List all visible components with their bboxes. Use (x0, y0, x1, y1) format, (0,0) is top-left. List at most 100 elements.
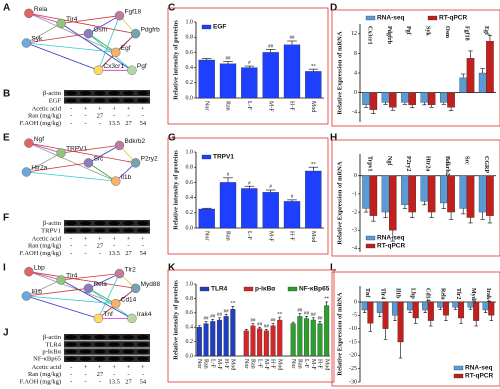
y-tick-label: 1.0 (186, 281, 194, 287)
panel-letter: J (3, 328, 9, 339)
network-node (111, 47, 121, 58)
x-tick-label: P2ry2 (405, 156, 411, 171)
network-node (83, 283, 94, 294)
y-tick-label: -4 (352, 110, 357, 116)
blot-signal (137, 349, 149, 354)
node-label: Ngf (34, 136, 44, 143)
network-edge (28, 142, 116, 182)
x-tick-label: Trpv1 (366, 156, 372, 172)
blot-band (64, 334, 150, 341)
x-tick-label: H-F (223, 359, 229, 369)
panel-letter: D (330, 3, 337, 14)
node-label: TRPV1 (66, 146, 87, 153)
network-node (21, 291, 32, 301)
treatment-value: + (84, 364, 88, 371)
x-tick-label: Mod (310, 101, 316, 112)
treatment-label: Ran (mg/kg) (28, 243, 61, 250)
bar (219, 63, 237, 99)
y-tick-label: 0 (354, 90, 357, 96)
treatment-value: + (112, 105, 116, 112)
y-tick-label: 0.2 (186, 210, 194, 216)
network-edge (88, 33, 116, 53)
x-tick-label: M-F (216, 359, 222, 370)
network-node (130, 283, 141, 294)
x-tick-label: L-F (246, 231, 252, 241)
treatment-value: - (70, 105, 72, 112)
treatment-value: - (84, 378, 86, 385)
blot-signal (108, 91, 120, 96)
bar (203, 323, 209, 357)
x-tick-label: Mod (323, 359, 329, 370)
y-tick-label: -3 (352, 228, 357, 234)
legend-label: NF-κBp65 (299, 286, 330, 293)
significance-mark: ** (311, 64, 317, 69)
bar (422, 301, 429, 311)
panel-letter: K (168, 263, 176, 274)
network-edge (61, 145, 120, 154)
treatment-value: - (99, 120, 101, 127)
y-tick-label: -5 (352, 313, 357, 319)
treatment-label: F.AOH (mg/kg) (20, 378, 61, 385)
network-edge (98, 15, 120, 71)
bar (427, 175, 436, 213)
treatment-value: - (70, 243, 72, 250)
network-edge (60, 23, 133, 71)
node-label: Pgf (137, 63, 147, 70)
node-label: Tlr2 (124, 266, 136, 273)
y-tick-label: 0.8 (186, 165, 194, 171)
node-label: Il1b (121, 174, 132, 181)
legend-label: RT-qPCR (465, 373, 493, 380)
network-edge (61, 273, 120, 281)
treatment-value: - (99, 378, 101, 385)
network-edge (28, 142, 136, 164)
x-tick-label: Egf (483, 26, 489, 36)
bar (283, 201, 301, 229)
bar (305, 170, 322, 229)
bar (458, 301, 465, 319)
x-tick-label: Nor (203, 101, 209, 110)
blot-signal (65, 342, 77, 347)
bar (401, 175, 409, 205)
bar (216, 319, 222, 357)
significance-mark: ## (210, 314, 216, 319)
panel-letter: H (330, 133, 337, 144)
legend-label: RNA-seq (465, 365, 492, 372)
bar (290, 323, 296, 357)
x-tick-label: Nor (196, 359, 202, 368)
bar (388, 175, 397, 231)
x-tick-label: M-F (310, 359, 316, 370)
legend-swatch (365, 15, 376, 21)
bar (317, 323, 323, 357)
bar (478, 175, 487, 213)
network-edge (88, 33, 133, 71)
bar (381, 92, 390, 103)
treatment-value: - (84, 250, 86, 257)
panel-letter: B (3, 89, 10, 100)
y-tick-label: -1 (352, 191, 357, 197)
network-edge (26, 42, 116, 53)
y-tick-label: 0.4 (186, 325, 194, 331)
blot-band (64, 220, 150, 227)
treatment-value: - (99, 250, 101, 257)
treatment-value: + (98, 364, 102, 371)
bar (362, 92, 370, 105)
legend-swatch (453, 365, 464, 371)
legend-label: TLR4 (211, 286, 228, 293)
bar (447, 92, 455, 108)
bar (408, 175, 417, 213)
network-edge (88, 15, 120, 34)
bar (362, 175, 370, 209)
x-tick-label: H-F (270, 359, 276, 369)
y-axis-label: Relative Expression of mRNA (336, 292, 343, 375)
bar (381, 175, 390, 213)
bar (219, 182, 237, 229)
network-node (93, 65, 104, 76)
significance-mark: # (227, 173, 230, 178)
y-tick-label: 0.6 (186, 50, 194, 56)
node-label: Lbp (34, 264, 45, 271)
network-edge (26, 287, 89, 297)
treatment-value: - (127, 371, 129, 378)
blot-signal (108, 342, 120, 347)
network-node (114, 10, 125, 21)
significance-mark: ## (257, 322, 263, 327)
